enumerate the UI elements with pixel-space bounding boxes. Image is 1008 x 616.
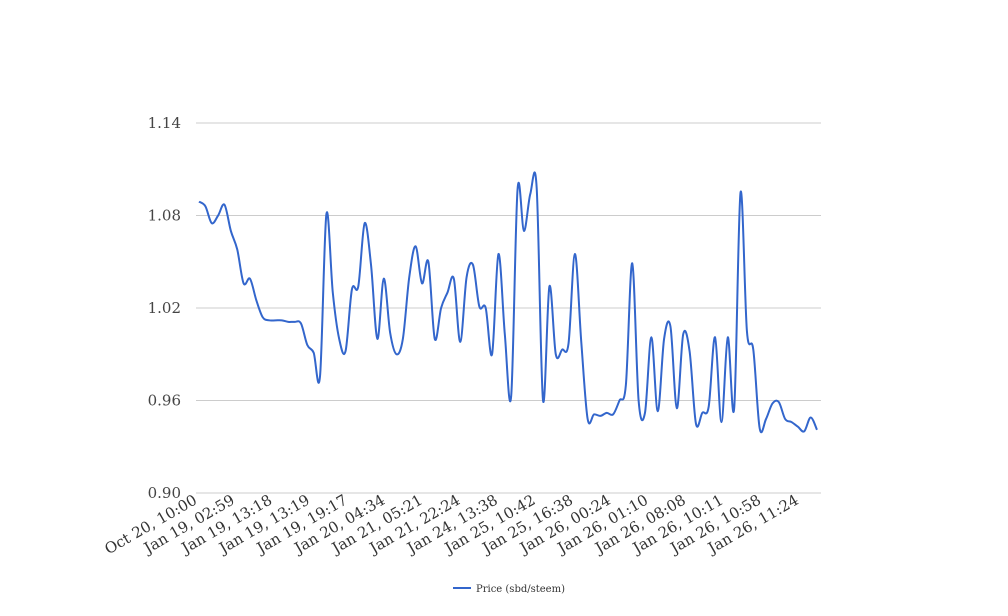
y-axis: 0.90 0.96 1.02 1.08 1.14 (148, 114, 181, 502)
y-tick-label: 0.96 (148, 392, 181, 410)
plot-area (198, 171, 818, 434)
gridlines (196, 122, 821, 494)
y-tick-label: 1.14 (148, 114, 181, 132)
y-tick-label: 0.90 (148, 484, 181, 502)
y-tick-label: 1.08 (148, 207, 181, 225)
legend-label: Price (sbd/steem) (476, 584, 565, 595)
series-line (198, 171, 818, 434)
y-tick-label: 1.02 (148, 299, 181, 317)
legend: Price (sbd/steem) (453, 584, 565, 595)
